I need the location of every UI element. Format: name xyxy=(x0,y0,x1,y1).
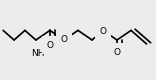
Text: O: O xyxy=(114,48,120,57)
Text: O: O xyxy=(46,41,53,50)
Text: O: O xyxy=(61,35,67,44)
Text: O: O xyxy=(100,27,106,36)
Text: NH: NH xyxy=(31,49,44,58)
